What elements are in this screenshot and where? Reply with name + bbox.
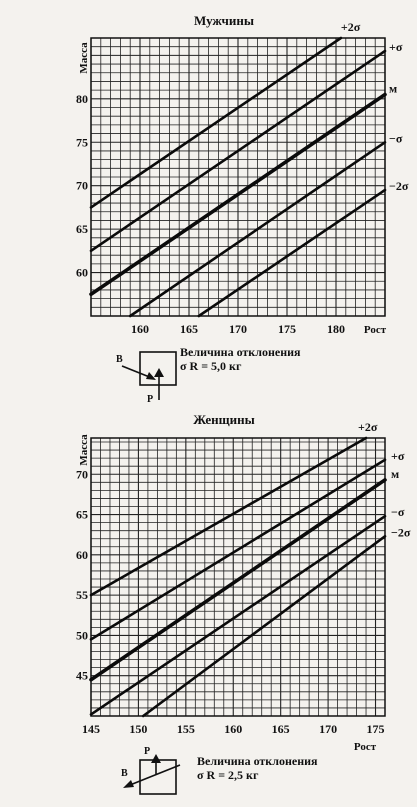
series-line [141,534,387,718]
series-line [89,36,343,209]
grid [90,37,386,317]
arrow-label-b: В [121,768,128,779]
sigma-note: σ R = 5,0 кг [180,359,242,373]
series-label: м [389,81,397,95]
arrow-label-b: В [116,354,123,365]
series-label: +σ [389,40,403,54]
series-label: −2σ [391,525,411,539]
series-line [89,49,387,253]
y-tick-label: 65 [76,222,88,236]
chart-title: Женщины [193,412,255,427]
x-tick-label: 165 [180,322,198,336]
x-axis-label: Рост [354,741,377,753]
sigma-note: σ R = 2,5 кг [197,768,259,782]
series-line [89,436,368,597]
plot-frame [90,37,386,317]
y-tick-label: 70 [76,179,88,193]
deviation-label: Величина отклонения [180,345,301,359]
x-tick-label: 175 [367,722,385,736]
chart-women: Женщины Масса Рост 145 150 155 160 165 170 175… [76,412,411,795]
series-label: +σ [391,449,405,463]
x-tick-label: 180 [327,322,345,336]
x-axis-label: Рост [364,324,387,336]
series-labels: +2σ +σ м −σ −2σ [341,20,409,193]
grid [90,437,386,717]
deviation-label: Величина отклонения [197,754,318,768]
chart-title: Мужчины [194,13,254,28]
y-tick-label: 60 [76,548,88,562]
y-tick-label: 65 [76,508,88,522]
y-tick-label: 45 [76,669,88,683]
y-tick-label: 80 [76,92,88,106]
series-line [89,514,387,716]
deviation-icon: Р В [121,746,181,795]
x-tick-label: 160 [224,722,242,736]
y-tick-label: 75 [76,135,88,149]
y-axis-label: Масса [78,434,90,466]
chart-men: Мужчины Масса Рост 160 165 170 175 180 60 65 70… [76,13,409,405]
series-line [128,141,387,318]
x-tick-label: 175 [278,322,296,336]
x-tick-label: 145 [82,722,100,736]
series-line [89,458,387,641]
series-lines [89,436,387,718]
x-tick-label: 155 [177,722,195,736]
series-label: −σ [391,505,405,519]
tick-labels: 160 165 170 175 180 60 65 70 75 80 [76,92,345,336]
x-tick-label: 160 [131,322,149,336]
x-tick-label: 170 [319,722,337,736]
series-label: м [391,467,399,481]
plot-frame [90,437,386,717]
series-label: −σ [389,131,403,145]
y-tick-label: 50 [76,628,88,642]
x-tick-label: 170 [229,322,247,336]
series-labels: +2σ +σ м −σ −2σ [358,420,411,539]
series-line [89,92,387,297]
series-label: −2σ [389,179,409,193]
series-line [197,188,387,318]
arrow-label-p: Р [144,746,150,757]
arrow-label-p: Р [147,394,153,405]
y-tick-label: 55 [76,588,88,602]
y-tick-label: 70 [76,467,88,481]
x-tick-label: 165 [272,722,290,736]
series-line [89,478,387,682]
y-tick-label: 60 [76,266,88,280]
series-label: +2σ [358,420,378,434]
tick-labels: 145 150 155 160 165 170 175 45 50 55 60 65 70 [76,467,385,736]
deviation-icon: В Р [116,351,177,405]
x-tick-label: 150 [129,722,147,736]
y-axis-label: Масса [78,42,90,74]
series-lines [89,36,387,318]
series-label: +2σ [341,20,361,34]
